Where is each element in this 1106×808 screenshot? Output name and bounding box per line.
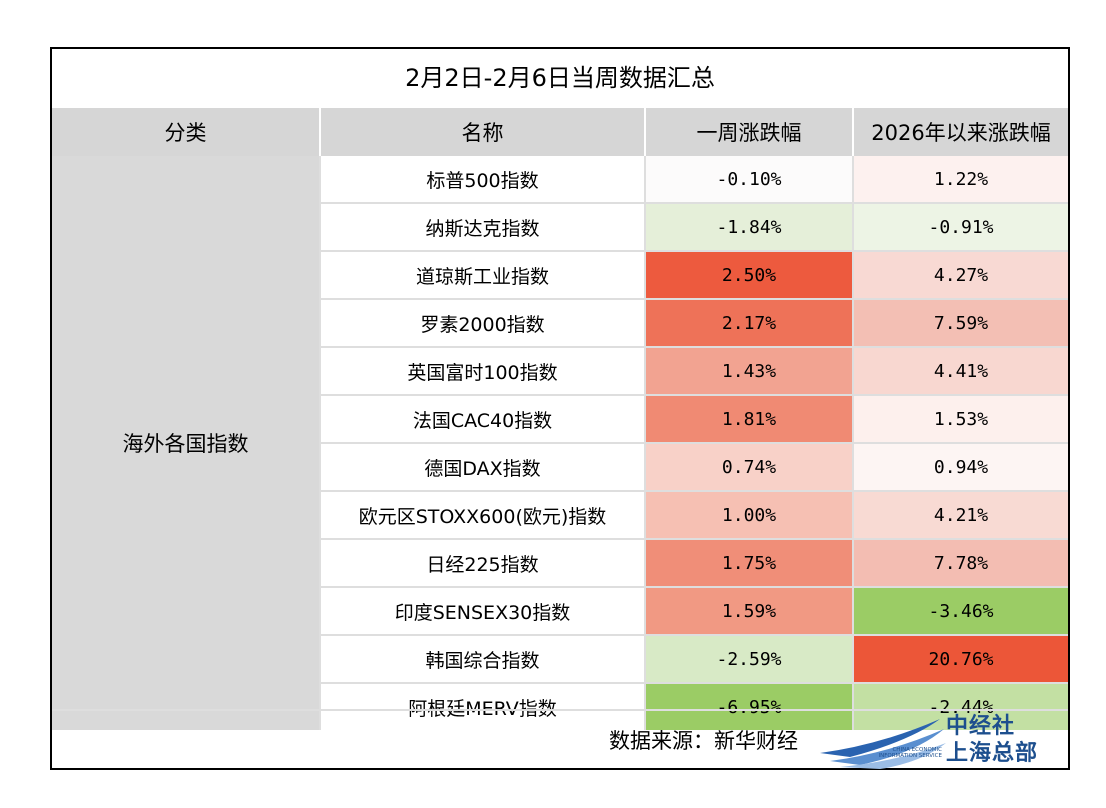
data-table: 分类 名称 一周涨跌幅 2026年以来涨跌幅 海外各国指数 标普500指数 -0.1… (52, 108, 1068, 730)
index-name-cell: 英国富时100指数 (319, 346, 645, 395)
week-change-cell: 1.81% (644, 394, 853, 443)
index-name-cell: 阿根廷MERV指数 (319, 682, 645, 730)
index-name-cell: 罗素2000指数 (319, 298, 645, 347)
cei-logo: CHINA ECONOMIC INFORMATION SERVICE 中经社 上… (820, 713, 1065, 769)
ytd-change-cell: -2.44% (852, 682, 1068, 730)
column-header-ytd-change: 2026年以来涨跌幅 (852, 108, 1068, 156)
footer: 数据来源：新华财经 CHINA ECONOMIC INFORMATION SER… (52, 709, 1068, 770)
ytd-change-cell: 0.94% (852, 442, 1068, 491)
table-row: 英国富时100指数 1.43% 4.41% (52, 346, 1068, 395)
column-header-week-change: 一周涨跌幅 (644, 108, 853, 156)
table-row: 印度SENSEX30指数 1.59% -3.46% (52, 586, 1068, 635)
index-name-cell: 标普500指数 (319, 156, 645, 203)
ytd-change-cell: 4.41% (852, 346, 1068, 395)
ytd-change-cell: 7.59% (852, 298, 1068, 347)
index-name-cell: 欧元区STOXX600(欧元)指数 (319, 490, 645, 539)
ytd-change-cell: -0.91% (852, 202, 1068, 251)
index-name-cell: 日经225指数 (319, 538, 645, 587)
week-change-cell: -6.95% (644, 682, 853, 730)
week-change-cell: 1.59% (644, 586, 853, 635)
table-row: 纳斯达克指数 -1.84% -0.91% (52, 202, 1068, 251)
ytd-change-cell: 7.78% (852, 538, 1068, 587)
header-row: 分类 名称 一周涨跌幅 2026年以来涨跌幅 (52, 108, 1068, 156)
index-name-cell: 德国DAX指数 (319, 442, 645, 491)
table-row: 道琼斯工业指数 2.50% 4.27% (52, 250, 1068, 299)
ytd-change-cell: 1.53% (852, 394, 1068, 443)
column-header-category: 分类 (52, 108, 320, 156)
logo-chinese: 中经社 上海总部 (946, 714, 1039, 766)
table-row: 欧元区STOXX600(欧元)指数 1.00% 4.21% (52, 490, 1068, 539)
week-change-cell: 1.00% (644, 490, 853, 539)
data-source-label: 数据来源：新华财经 (609, 729, 798, 753)
week-change-cell: 2.17% (644, 298, 853, 347)
table-body: 海外各国指数 标普500指数 -0.10% 1.22% 纳斯达克指数 -1.84% -0.9… (52, 156, 1068, 730)
index-name-cell: 韩国综合指数 (319, 634, 645, 683)
ytd-change-cell: 4.21% (852, 490, 1068, 539)
ytd-change-cell: 4.27% (852, 250, 1068, 299)
week-change-cell: -0.10% (644, 156, 853, 203)
column-header-name: 名称 (319, 108, 645, 156)
index-name-cell: 法国CAC40指数 (319, 394, 645, 443)
table-row: 海外各国指数 标普500指数 -0.10% 1.22% (52, 156, 1068, 730)
week-change-cell: -1.84% (644, 202, 853, 251)
week-change-cell: 1.75% (644, 538, 853, 587)
logo-swoosh-icon (820, 719, 946, 769)
index-name-cell: 道琼斯工业指数 (319, 250, 645, 299)
week-change-cell: -2.59% (644, 634, 853, 683)
index-name-cell: 纳斯达克指数 (319, 202, 645, 251)
ytd-change-cell: -3.46% (852, 586, 1068, 635)
table-row: 德国DAX指数 0.74% 0.94% (52, 442, 1068, 491)
logo-english: CHINA ECONOMIC INFORMATION SERVICE (878, 747, 943, 759)
week-change-cell: 2.50% (644, 250, 853, 299)
category-cell: 海外各国指数 (52, 156, 320, 730)
ytd-change-cell: 20.76% (852, 634, 1068, 683)
ytd-change-cell: 1.22% (852, 156, 1068, 203)
table-row: 日经225指数 1.75% 7.78% (52, 538, 1068, 587)
table-row: 韩国综合指数 -2.59% 20.76% (52, 634, 1068, 683)
summary-table-frame: 2月2日-2月6日当周数据汇总 分类 名称 一周涨跌幅 2026年以来涨跌幅 海… (50, 47, 1070, 770)
table-row: 法国CAC40指数 1.81% 1.53% (52, 394, 1068, 443)
week-change-cell: 1.43% (644, 346, 853, 395)
index-name-cell: 印度SENSEX30指数 (319, 586, 645, 635)
table-row: 罗素2000指数 2.17% 7.59% (52, 298, 1068, 347)
table-row: 阿根廷MERV指数 -6.95% -2.44% (52, 682, 1068, 730)
table-title: 2月2日-2月6日当周数据汇总 (405, 64, 715, 92)
week-change-cell: 0.74% (644, 442, 853, 491)
